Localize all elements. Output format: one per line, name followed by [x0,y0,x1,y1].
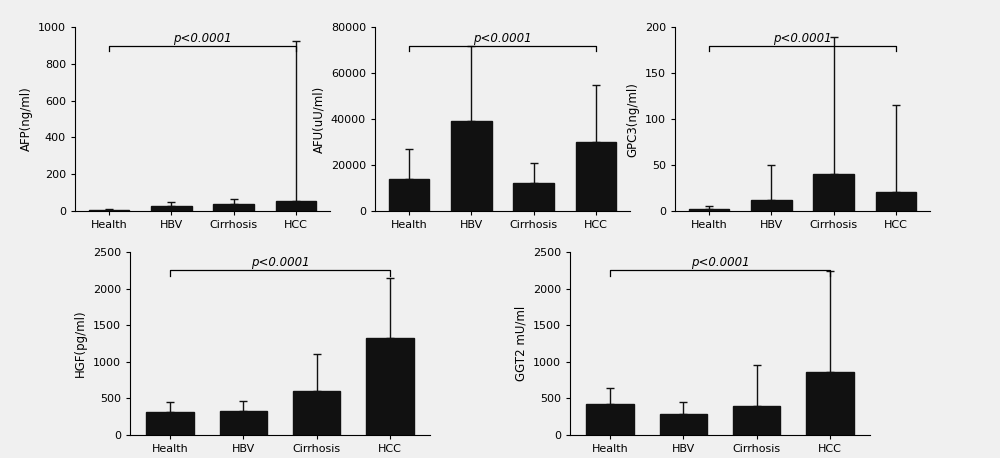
Bar [751,200,792,211]
Text: p<0.0001: p<0.0001 [251,256,309,269]
Bar [146,412,194,435]
Bar [220,411,267,435]
Bar [689,209,729,211]
Text: p<0.0001: p<0.0001 [691,256,749,269]
Y-axis label: AFU(uU/ml): AFU(uU/ml) [312,86,325,153]
Bar [293,391,340,435]
Bar [451,121,492,211]
Bar [366,338,414,435]
Bar [389,179,429,211]
Bar [733,406,780,435]
Text: p<0.0001: p<0.0001 [173,32,232,45]
Bar [89,210,129,211]
Bar [586,404,634,435]
Bar [576,142,616,211]
Text: p<0.0001: p<0.0001 [473,32,532,45]
Bar [213,204,254,211]
Bar [813,174,854,211]
Text: p<0.0001: p<0.0001 [773,32,832,45]
Bar [513,183,554,211]
Y-axis label: GGT2 mU/ml: GGT2 mU/ml [514,306,527,381]
Bar [876,192,916,211]
Bar [660,414,707,435]
Y-axis label: GPC3(ng/ml): GPC3(ng/ml) [626,82,639,157]
Bar [806,372,854,435]
Bar [276,201,316,211]
Y-axis label: AFP(ng/ml): AFP(ng/ml) [19,87,32,152]
Y-axis label: HGF(pg/ml): HGF(pg/ml) [74,310,87,377]
Bar [151,206,192,211]
